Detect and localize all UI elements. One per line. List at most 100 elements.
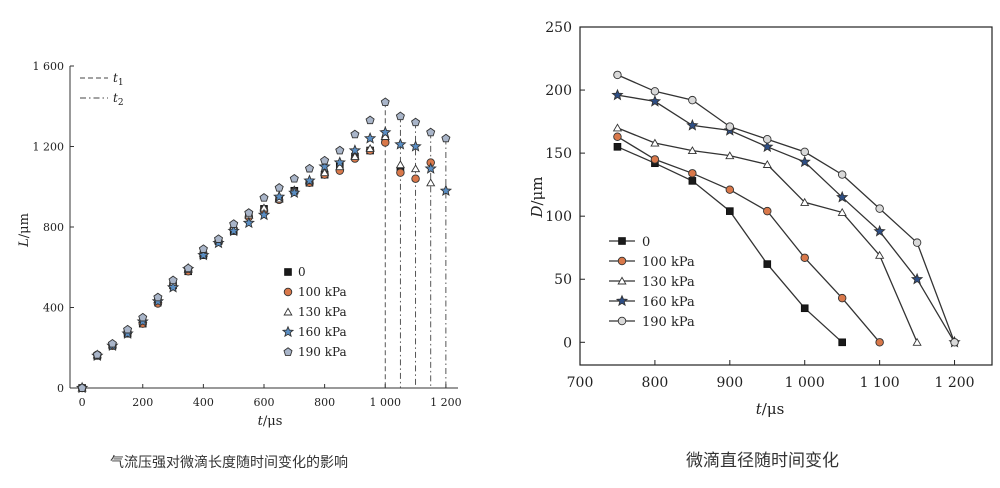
y-tick-label: 50 bbox=[554, 272, 572, 288]
data-point bbox=[168, 275, 178, 285]
series-160-kpa bbox=[75, 126, 453, 394]
data-point bbox=[244, 208, 254, 217]
legend-marker bbox=[615, 294, 629, 307]
series-0 bbox=[78, 136, 405, 392]
data-point bbox=[123, 324, 133, 334]
data-point bbox=[273, 190, 286, 203]
data-point bbox=[439, 184, 453, 196]
data-point bbox=[213, 234, 224, 243]
data-point bbox=[363, 132, 377, 144]
y-axis-label: D/μm bbox=[528, 176, 546, 218]
legend-line-label: t2 bbox=[113, 91, 124, 108]
data-point bbox=[303, 174, 316, 186]
data-point bbox=[725, 122, 735, 131]
legend-label: 0 bbox=[642, 235, 650, 250]
y-tick-label: 250 bbox=[545, 20, 572, 36]
x-tick-label: 1 200 bbox=[934, 375, 974, 391]
y-tick-label: 0 bbox=[563, 335, 572, 351]
data-point bbox=[138, 312, 148, 322]
legend-marker bbox=[283, 307, 293, 316]
data-point bbox=[410, 164, 421, 173]
data-point bbox=[348, 144, 362, 156]
data-point bbox=[688, 95, 697, 105]
data-point bbox=[92, 350, 102, 359]
data-point bbox=[426, 178, 436, 187]
data-point bbox=[761, 140, 774, 153]
data-point bbox=[613, 70, 622, 80]
caption-left: 气流压强对微滴长度随时间变化的影响 bbox=[110, 455, 348, 471]
data-point bbox=[77, 383, 87, 392]
plot-frame bbox=[579, 26, 993, 366]
x-tick-label: 800 bbox=[642, 375, 669, 391]
data-point bbox=[612, 123, 623, 132]
data-point bbox=[763, 135, 772, 144]
data-point bbox=[153, 292, 163, 302]
data-point bbox=[380, 97, 390, 107]
data-point bbox=[441, 133, 451, 143]
y-axis-label: L/μm bbox=[17, 213, 32, 248]
legend-label: 130 kPa bbox=[298, 305, 347, 319]
x-tick-label: 200 bbox=[132, 396, 153, 409]
data-point bbox=[910, 272, 924, 285]
data-point bbox=[800, 253, 809, 263]
y-tick-label: 800 bbox=[43, 221, 64, 234]
data-point bbox=[259, 193, 269, 202]
legend-label: 190 kPa bbox=[642, 315, 695, 330]
legend-label: 100 kPa bbox=[642, 255, 695, 270]
data-point bbox=[227, 224, 240, 237]
data-point bbox=[838, 338, 846, 347]
legend-marker bbox=[617, 276, 627, 285]
data-point bbox=[257, 208, 271, 221]
data-point bbox=[686, 118, 699, 131]
data-point bbox=[304, 163, 315, 173]
data-point bbox=[288, 186, 301, 198]
x-axis-label: t/μs bbox=[756, 400, 785, 418]
data-point bbox=[688, 169, 697, 178]
data-point bbox=[350, 152, 360, 161]
data-point bbox=[409, 140, 422, 152]
x-tick-label: 400 bbox=[193, 396, 214, 409]
x-tick-label: 900 bbox=[716, 375, 743, 391]
data-point bbox=[836, 190, 849, 203]
data-point bbox=[198, 244, 208, 253]
x-tick-label: 1 200 bbox=[430, 396, 462, 409]
x-tick-label: 1 000 bbox=[370, 396, 402, 409]
data-point bbox=[763, 260, 772, 268]
data-point bbox=[396, 168, 405, 177]
x-axis-label: t/μs bbox=[258, 414, 283, 429]
y-tick-label: 200 bbox=[545, 83, 572, 99]
series-100-kpa bbox=[613, 132, 884, 347]
data-point bbox=[800, 197, 810, 206]
data-point bbox=[650, 155, 660, 164]
data-point bbox=[798, 155, 811, 168]
caption-right: 微滴直径随时间变化 bbox=[686, 451, 839, 471]
legend-label: 100 kPa bbox=[298, 285, 347, 299]
data-point bbox=[800, 147, 809, 157]
legend-label: 160 kPa bbox=[642, 295, 695, 310]
legend-marker bbox=[283, 287, 293, 297]
legend-marker bbox=[284, 268, 292, 276]
data-point bbox=[333, 156, 346, 168]
series-130-kpa bbox=[77, 132, 436, 392]
chart-diameter-vs-time: 700 800 900 1 000 1 100 1 200 0 50 100 150 200 250 t… bbox=[528, 20, 993, 418]
chart-length-vs-time: 0 200 400 600 800 1 000 1 200 0 400 800 1 200 1 600… bbox=[17, 60, 462, 429]
legend-line-label: t1 bbox=[113, 71, 124, 88]
legend-label: 160 kPa bbox=[298, 325, 347, 339]
data-point bbox=[365, 115, 375, 125]
data-point bbox=[411, 174, 420, 183]
data-point bbox=[335, 145, 345, 155]
legend-marker bbox=[281, 325, 295, 338]
data-point bbox=[411, 117, 421, 127]
data-point bbox=[289, 173, 299, 183]
data-point bbox=[650, 138, 660, 147]
data-point bbox=[912, 238, 922, 247]
data-point bbox=[166, 280, 180, 293]
data-point bbox=[687, 146, 697, 155]
data-point bbox=[320, 155, 330, 165]
y-tick-label: 1 200 bbox=[33, 141, 65, 154]
data-point bbox=[426, 127, 436, 137]
y-tick-label: 150 bbox=[545, 146, 572, 162]
series-190-kpa bbox=[77, 97, 451, 392]
y-tick-label: 100 bbox=[545, 209, 572, 225]
